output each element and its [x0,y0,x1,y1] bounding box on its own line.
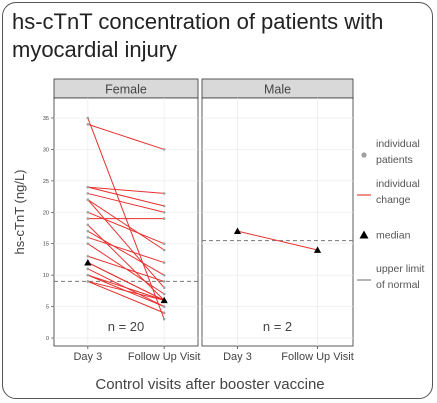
change-line [87,199,165,289]
patient-point [162,280,166,283]
x-tick-label: Day 3 [223,351,252,363]
change-line [87,280,165,314]
patient-point [162,292,166,296]
n-label: n = 20 [108,319,145,334]
panel-background [201,97,354,347]
x-tick-label: Day 3 [73,351,102,363]
y-tick-label: 0 [46,336,49,342]
legend-label: individual [376,178,420,190]
n-label: n = 2 [263,319,292,334]
patient-point [162,242,166,246]
y-tick-label: 25 [43,179,49,185]
patient-point [86,267,90,271]
legend-label: median [376,230,411,242]
y-tick-label: 5 [46,305,49,311]
change-line [87,230,165,276]
legend-label: upper limit [376,263,425,275]
patient-point [162,317,166,321]
patient-point [86,217,90,220]
patient-point [86,223,90,227]
patient-point [162,217,166,220]
legend-label: of normal [376,279,420,291]
patient-point [162,273,166,277]
median-change-line [237,230,318,251]
legend-label: patients [376,154,413,166]
median-marker [84,258,92,266]
patient-point [162,204,166,208]
change-line [87,199,165,251]
patient-point [86,122,90,126]
patient-point [86,254,90,258]
patient-point [86,185,90,189]
patient-point [162,311,166,315]
median-marker [160,296,168,304]
patient-point [86,280,90,283]
legend-label: change [376,194,411,206]
x-axis-label: Control visits after booster vaccine [95,376,324,393]
y-tick-label: 15 [43,242,49,248]
median-marker [233,227,242,235]
y-tick-label: 10 [43,273,49,279]
y-tick-label: 30 [43,147,49,153]
x-tick-label: Follow Up Visit [128,351,201,363]
patient-point [86,116,90,120]
patient-point [162,192,166,195]
change-line [87,123,165,150]
patient-point [162,248,166,252]
change-line [87,186,165,194]
change-line [87,192,165,213]
legend-dot-icon [361,152,367,158]
change-line [87,280,165,301]
patient-point [86,198,90,202]
change-line [87,255,165,282]
change-line [87,224,165,301]
patient-point [86,192,90,195]
patient-point [162,305,166,308]
median-marker [313,246,322,253]
change-line [87,186,165,207]
x-tick-label: Follow Up Visit [281,351,354,363]
change-line [87,236,165,264]
legend-triangle-icon [359,230,369,239]
patient-point [86,229,90,233]
median-change-line [87,262,165,301]
patient-point [86,210,90,214]
change-line [87,211,165,245]
y-tick-label: 20 [43,210,49,216]
patient-point [86,236,90,239]
change-line [87,274,165,301]
patient-point [162,148,166,151]
legend-label: individual [376,138,420,150]
chart-title: hs-cTnT concentration of patients with m… [12,9,384,62]
y-axis-label: hs-cTnT (ng/L) [12,169,27,254]
patient-point [86,242,90,246]
patient-point [86,273,90,277]
patient-point [162,286,166,290]
facet-label: Male [264,83,291,97]
panel-background [53,97,199,347]
patient-point [162,261,166,264]
y-tick-label: 35 [43,116,49,122]
facet-label: Female [105,83,147,97]
patient-point [162,210,166,214]
